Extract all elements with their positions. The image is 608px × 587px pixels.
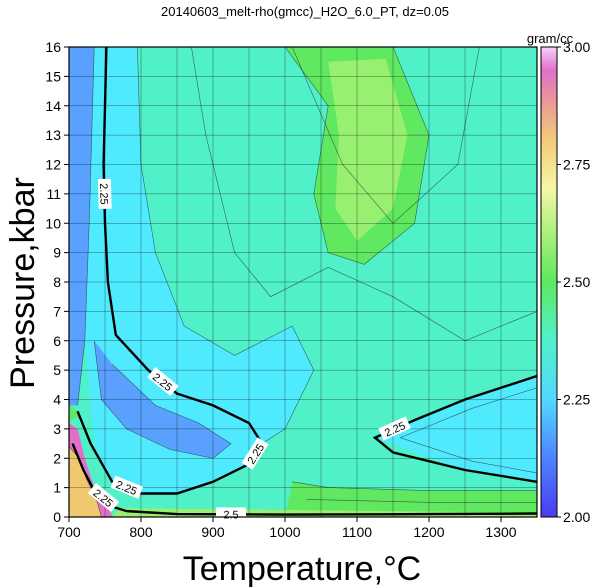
colorbar: gram/cc 2.00 2.25 2.50 2.75 3.00 [527, 31, 591, 525]
fill-region-6 [69, 47, 95, 406]
x-tick-label: 1200 [413, 524, 444, 540]
y-tick-label: 15 [45, 68, 61, 84]
colorbar-gradient [540, 46, 558, 518]
y-tick-label: 0 [53, 509, 61, 525]
y-tick-label: 4 [53, 392, 61, 408]
y-tick-label: 12 [45, 157, 61, 173]
contour-label-text: 2.25 [97, 183, 110, 205]
contour-label-bg [378, 416, 411, 441]
contour-label: 2.25 [97, 178, 112, 210]
fill-region-1 [103, 47, 314, 444]
y-axis-label: Pressure,kbar [4, 177, 42, 389]
contour-2.25-1 [372, 374, 537, 483]
y-tick-label: 10 [45, 215, 61, 231]
contour-label-text: 2.5 [223, 509, 238, 521]
contour-label-bg [147, 366, 179, 397]
fill-region-9 [328, 58, 408, 241]
colorbar-ticks: 2.00 2.25 2.50 2.75 3.00 [557, 39, 590, 525]
x-tick-label: 1300 [485, 524, 516, 540]
fill-region-15 [69, 405, 80, 421]
y-tick-label: 14 [45, 98, 61, 114]
y-tick-label: 3 [53, 421, 61, 437]
x-axis-label: Temperature,°C [183, 550, 421, 587]
y-tick-label: 6 [53, 333, 61, 349]
plot-area [69, 47, 537, 517]
contour-label-bg [87, 482, 120, 513]
x-tick-label: 1100 [342, 524, 372, 540]
y-tick-label: 11 [46, 186, 61, 202]
y-tick-label: 7 [53, 303, 61, 319]
contour-label-bg [97, 178, 112, 210]
colorbar-tick-label: 2.25 [563, 392, 590, 408]
y-tick-label: 13 [45, 127, 61, 143]
y-tick-label: 2 [53, 450, 61, 466]
fill-region-3 [400, 387, 537, 473]
colorbar-tick-label: 2.50 [563, 274, 590, 290]
colorbar-tick-label: 2.00 [563, 509, 590, 525]
fill-region-14 [69, 446, 102, 517]
x-tick-label: 800 [129, 524, 153, 540]
y-tick-label: 9 [53, 245, 61, 261]
contour-label: 2.5 [215, 507, 247, 521]
x-tick-label: 900 [201, 524, 225, 540]
y-tick-label: 1 [53, 480, 61, 496]
contour-line-2 [284, 47, 430, 265]
colorbar-unit: gram/cc [527, 31, 574, 46]
colorbar-tick-label: 3.00 [563, 39, 590, 55]
y-tick-label: 16 [45, 39, 61, 55]
x-axis-ticks: 700 800 900 1000 1100 1200 1300 [57, 517, 517, 540]
y-tick-label: 8 [53, 274, 61, 290]
y-tick-label: 5 [53, 362, 61, 378]
contour-line-6 [292, 481, 537, 491]
x-tick-label: 700 [57, 524, 81, 540]
colorbar-tick-label: 2.75 [563, 157, 590, 173]
contour-line-5 [399, 387, 537, 474]
contour-label-bg [241, 437, 269, 470]
contour-label-bg [110, 475, 144, 499]
chart-title: 20140603_melt-rho(gmcc)_H2O_6.0_PT, dz=0… [161, 4, 449, 19]
x-tick-label: 1000 [269, 524, 300, 540]
